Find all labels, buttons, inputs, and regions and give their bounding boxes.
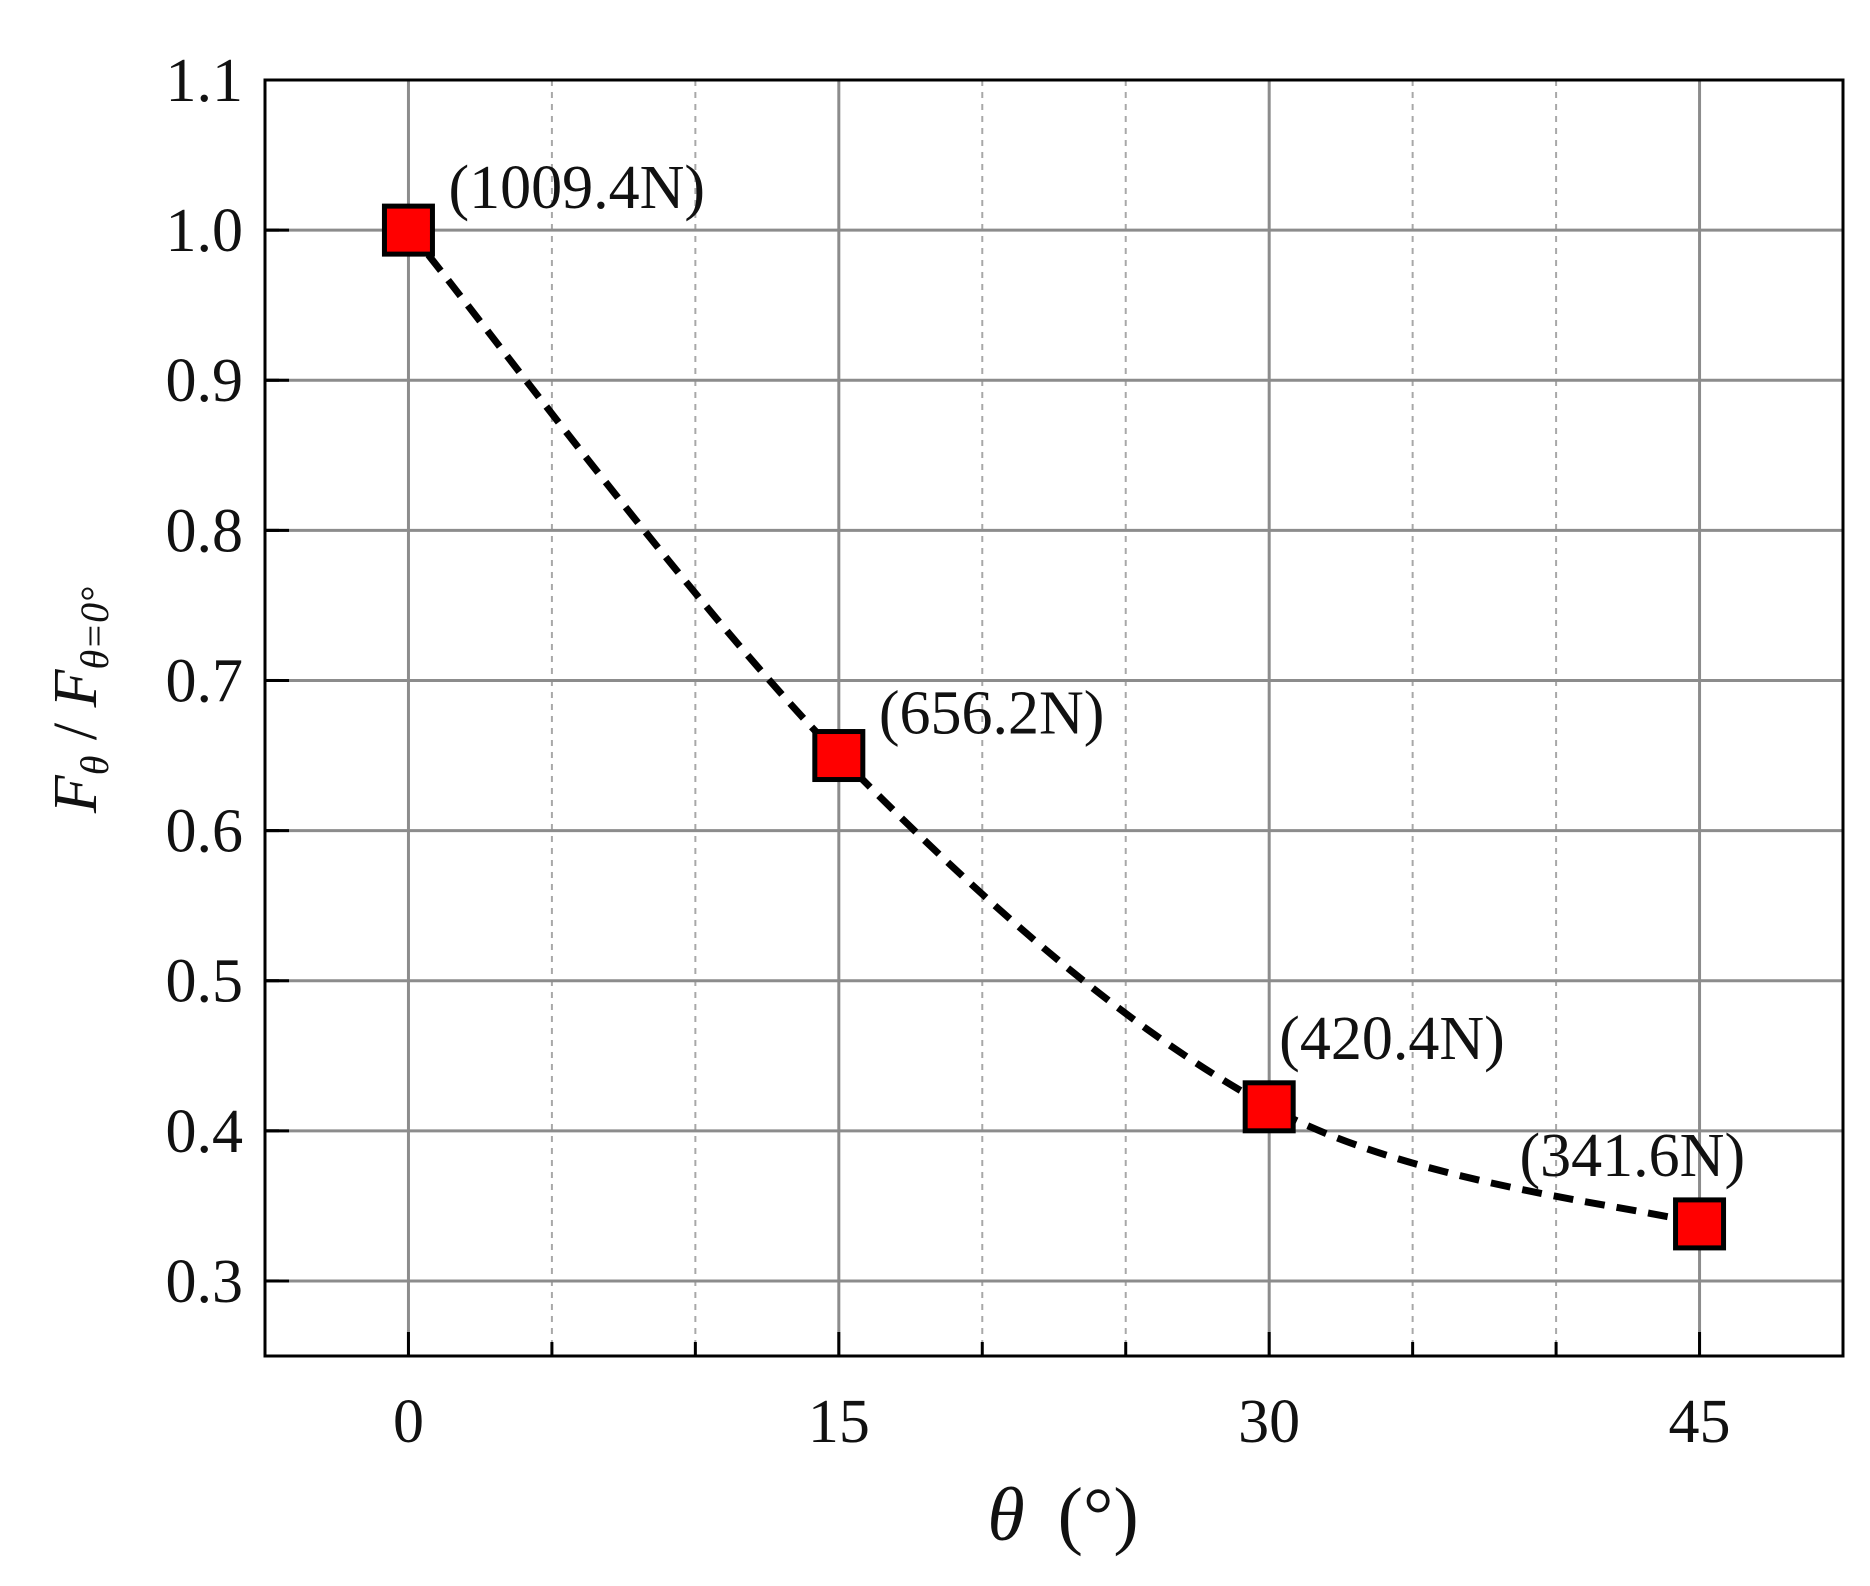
data-marker-square: [1673, 1197, 1727, 1251]
plot-frame: [263, 78, 1845, 1358]
axis-ticks: [265, 78, 1845, 1356]
x-tick-label: 45: [1669, 1388, 1731, 1456]
data-point-label: (1009.4N): [448, 154, 705, 222]
y-axis-label: Fθ / Fθ=0°: [42, 587, 117, 814]
x-tick-labels: 0 15 30 45: [393, 1388, 1731, 1456]
y-tick-label: 0.8: [166, 497, 244, 565]
data-markers: [381, 203, 1727, 1251]
x-axis-label: θ (°): [987, 1473, 1138, 1557]
data-marker-square: [1242, 1080, 1296, 1134]
data-point-labels: (1009.4N) (656.2N) (420.4N)(341.6N): [448, 154, 1745, 1190]
y-tick-label: 0.4: [166, 1098, 244, 1166]
data-point-label: (656.2N): [879, 680, 1105, 748]
y-axis-separator: /: [42, 707, 110, 755]
data-marker-square: [812, 729, 866, 783]
data-point-label: (420.4N): [1279, 1005, 1505, 1073]
y-tick-label: 0.6: [166, 798, 244, 866]
y-axis-numerator-subscript: θ: [72, 756, 117, 776]
x-tick-label: 15: [808, 1388, 870, 1456]
y-tick-label: 0.9: [166, 347, 244, 415]
x-tick-label: 0: [393, 1388, 424, 1456]
x-axis-symbol: θ: [987, 1473, 1024, 1557]
y-tick-label: 0.7: [166, 647, 244, 715]
dashed-trend-curve: [405, 227, 1701, 1228]
y-tick-label: 0.3: [166, 1248, 244, 1316]
y-tick-label: 0.5: [166, 948, 244, 1016]
y-axis-denominator-subscript: θ=0°: [72, 587, 117, 670]
y-axis-numerator: F: [42, 774, 110, 814]
y-tick-label: 1.0: [166, 197, 244, 265]
x-tick-label: 30: [1238, 1388, 1300, 1456]
y-tick-labels: 0.3 0.4 0.5 0.6 0.7 0.8 0.9 1.0 1.1: [166, 47, 244, 1316]
y-tick-label: 1.1: [166, 47, 244, 115]
data-point-label: (341.6N): [1520, 1122, 1746, 1190]
x-axis-unit: (°): [1058, 1473, 1139, 1557]
y-axis-denominator: F: [42, 668, 110, 708]
data-marker-square: [381, 203, 435, 257]
